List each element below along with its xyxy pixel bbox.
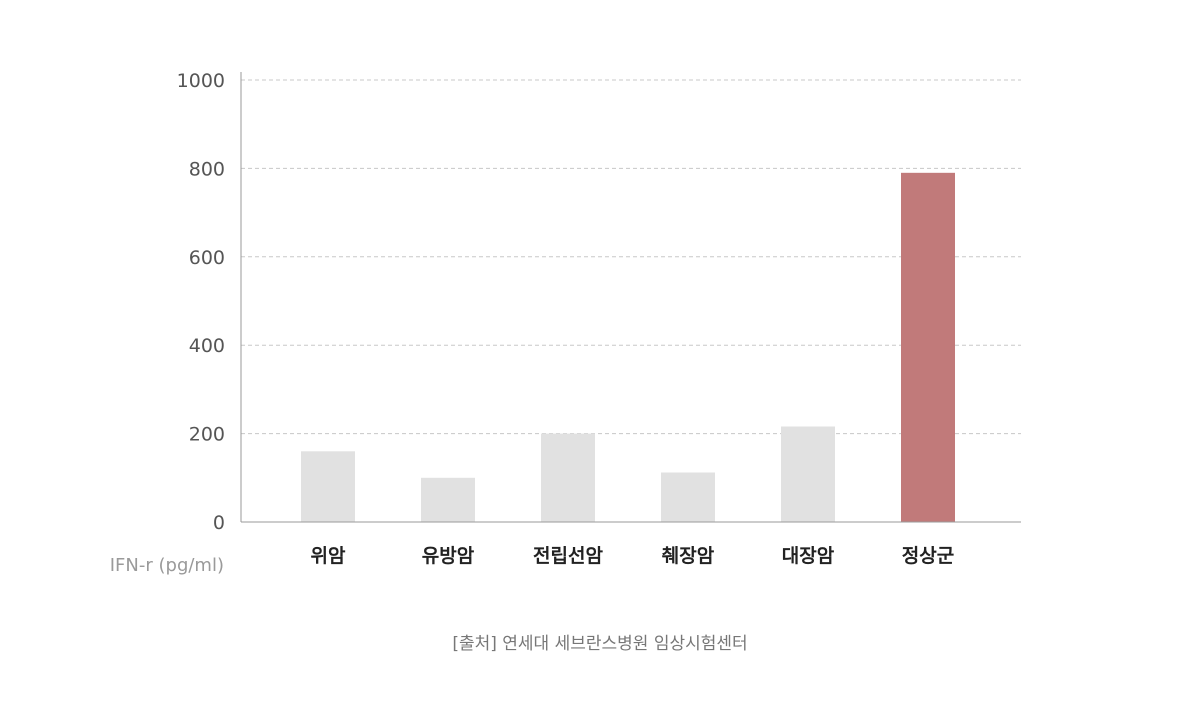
bar-4 xyxy=(661,472,715,522)
bars xyxy=(301,172,955,522)
y-tick-label: 200 xyxy=(189,424,225,446)
y-tick-labels: 0 200 400 600 800 1000 xyxy=(177,70,225,534)
x-category-label: 정상군 xyxy=(902,545,954,567)
bar-3 xyxy=(541,433,595,522)
x-category-label: 췌장암 xyxy=(662,545,715,567)
bar-6 xyxy=(901,172,955,522)
bar-2 xyxy=(421,477,475,522)
x-category-labels: 위암 유방암 전립선암 췌장암 대장암 정상군 xyxy=(311,545,955,567)
y-axis-unit-label: IFN-r (pg/ml) xyxy=(110,555,224,576)
y-tick-label: 600 xyxy=(189,247,225,269)
x-category-label: 위암 xyxy=(311,545,346,567)
x-category-label: 유방암 xyxy=(422,545,475,567)
x-category-label: 전립선암 xyxy=(533,545,603,567)
y-tick-label: 800 xyxy=(189,158,225,180)
y-tick-label: 0 xyxy=(213,512,225,534)
y-tick-label: 400 xyxy=(189,335,225,357)
x-category-label: 대장암 xyxy=(782,545,835,567)
y-tick-label: 1000 xyxy=(177,70,225,92)
bar-1 xyxy=(301,451,355,522)
axes xyxy=(240,72,1021,523)
source-caption: [출처] 연세대 세브란스병원 임상시험센터 xyxy=(452,634,747,654)
gridlines xyxy=(241,79,1021,435)
bar-5 xyxy=(781,426,835,522)
